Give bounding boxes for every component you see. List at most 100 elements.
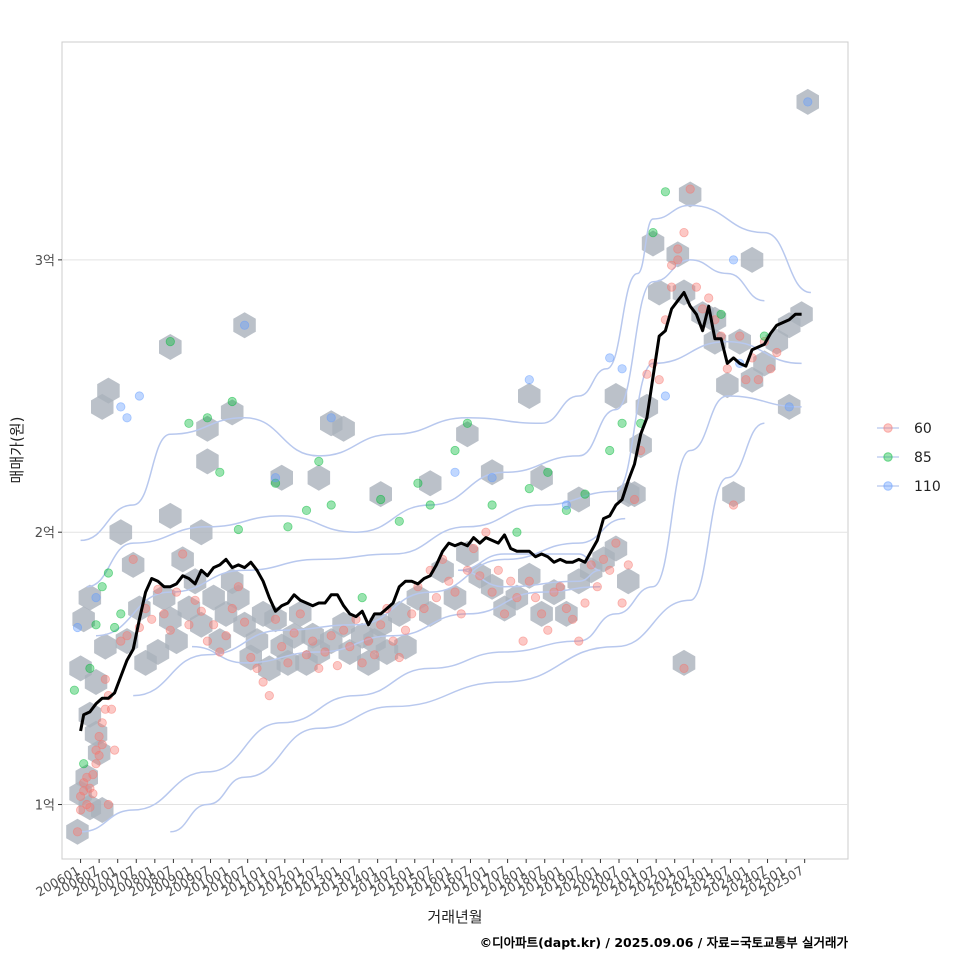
legend-label: 85: [914, 450, 932, 466]
hexbin-cell: [419, 600, 442, 627]
data-point-60: [704, 293, 714, 303]
data-point-110: [240, 320, 250, 330]
data-point-85: [91, 620, 101, 630]
data-point-60: [394, 652, 404, 663]
data-point-110: [134, 391, 144, 401]
hexbin-cell: [740, 366, 764, 393]
data-point-60: [153, 584, 163, 595]
hexbin-cell: [208, 628, 232, 655]
data-point-85: [524, 483, 534, 494]
hexbin-cell: [78, 701, 102, 728]
data-point-60: [605, 565, 615, 575]
data-point-110: [784, 402, 794, 412]
data-point-60: [314, 663, 324, 674]
hexbin-cell: [505, 584, 529, 611]
data-point-85: [376, 494, 386, 505]
data-point-85: [617, 418, 627, 428]
data-point-85: [512, 527, 522, 537]
hexbin-cell: [678, 181, 702, 208]
data-point-85: [184, 418, 194, 428]
legend-key-point: [883, 481, 893, 491]
hexbin-cell: [518, 383, 541, 409]
data-point-60: [110, 745, 120, 755]
data-point-110: [617, 364, 627, 374]
hexbin-cell: [159, 606, 182, 633]
data-point-85: [413, 478, 423, 488]
data-point-85: [79, 759, 89, 769]
data-point-60: [666, 282, 677, 292]
data-point-85: [227, 396, 237, 407]
data-point-60: [468, 543, 479, 554]
legend-key-point: [883, 452, 893, 462]
hexbin-cell: [567, 486, 590, 513]
hexbin-cell: [648, 279, 671, 306]
data-point-60: [456, 609, 466, 619]
data-point-60: [685, 184, 695, 194]
hexbin-cell: [480, 459, 504, 486]
hexbin-cell: [518, 562, 541, 589]
density-contour: [458, 553, 601, 588]
y-tick-label: 2억: [35, 526, 55, 541]
data-point-60: [258, 677, 268, 687]
data-point-60: [289, 628, 299, 638]
data-point-85: [215, 467, 225, 477]
data-point-60: [388, 636, 398, 646]
legend-label: 60: [914, 421, 932, 437]
data-point-60: [147, 614, 157, 624]
data-point-60: [691, 282, 702, 292]
data-point-85: [283, 522, 293, 532]
data-point-110: [803, 97, 813, 107]
data-point-110: [72, 622, 83, 633]
data-point-60: [629, 494, 640, 505]
data-point-60: [765, 364, 776, 374]
hexbin-cell: [443, 584, 467, 611]
data-point-60: [88, 769, 98, 780]
data-point-85: [85, 663, 95, 674]
hexbin-cell: [196, 415, 219, 442]
data-point-110: [660, 391, 671, 401]
plot-panel: [61, 41, 849, 860]
hexbin-cell: [456, 421, 479, 448]
data-point-60: [159, 609, 169, 619]
data-point-85: [110, 622, 120, 633]
data-point-85: [487, 500, 497, 510]
data-point-60: [735, 331, 745, 341]
hexbin-cell: [357, 649, 380, 676]
data-point-60: [165, 625, 175, 635]
data-point-60: [679, 228, 689, 238]
data-point-85: [716, 309, 726, 319]
hexbin-cell: [555, 600, 578, 627]
data-point-110: [122, 413, 132, 423]
data-point-60: [567, 614, 578, 624]
data-point-60: [499, 609, 510, 619]
hexbin-cell: [109, 519, 133, 546]
data-point-85: [580, 489, 590, 499]
legend-key-point: [883, 423, 893, 433]
data-point-60: [462, 565, 472, 575]
data-point-60: [72, 827, 83, 837]
caption: ©디아파트(dapt.kr) / 2025.09.06 / 자료=국토교통부 실…: [480, 935, 849, 950]
median-price-line: [79, 291, 802, 732]
y-tick-label: 1억: [35, 799, 55, 814]
data-point-85: [97, 582, 107, 592]
data-point-60: [673, 244, 683, 254]
data-point-85: [450, 445, 460, 456]
data-point-85: [561, 505, 572, 515]
data-point-60: [215, 647, 225, 657]
data-point-60: [345, 641, 355, 652]
data-point-60: [270, 614, 281, 624]
data-point-60: [728, 500, 739, 510]
data-point-60: [753, 375, 763, 385]
data-point-85: [314, 456, 324, 466]
data-point-85: [326, 500, 336, 510]
data-point-110: [487, 473, 497, 483]
hexbin-cell: [134, 649, 157, 676]
data-point-60: [103, 799, 114, 810]
hexbin-cell: [72, 606, 95, 633]
data-point-60: [481, 527, 491, 537]
data-point-60: [240, 617, 250, 627]
y-tick-label: 3억: [35, 254, 55, 269]
data-point-85: [425, 500, 435, 510]
hexbin-cell: [530, 600, 553, 627]
